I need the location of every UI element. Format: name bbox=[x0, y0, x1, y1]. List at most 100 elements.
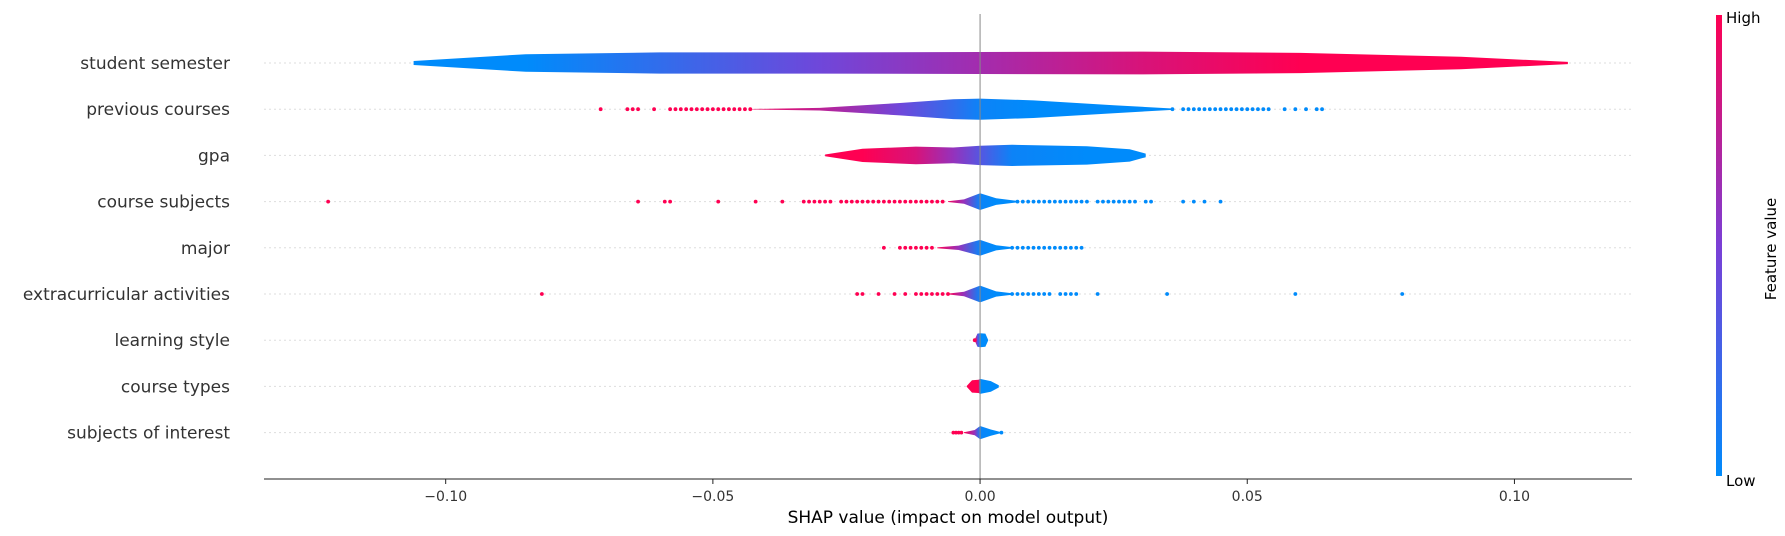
data-point bbox=[1010, 245, 1015, 250]
data-point bbox=[727, 107, 731, 112]
data-point bbox=[1074, 199, 1079, 204]
data-point bbox=[865, 199, 870, 204]
data-point bbox=[903, 292, 908, 296]
data-point bbox=[780, 199, 785, 204]
data-point bbox=[1218, 107, 1223, 112]
data-point bbox=[737, 107, 742, 112]
data-point bbox=[1101, 199, 1105, 204]
data-point bbox=[930, 199, 934, 204]
data-point bbox=[860, 199, 865, 204]
x-tick-label: −0.10 bbox=[424, 489, 467, 505]
feature-label: subjects of interest bbox=[67, 424, 230, 444]
data-point bbox=[1069, 199, 1073, 204]
data-point bbox=[1079, 199, 1084, 204]
data-point bbox=[914, 199, 918, 204]
data-point bbox=[817, 199, 822, 204]
data-point bbox=[908, 245, 913, 250]
x-tick-label: 0.05 bbox=[1232, 489, 1263, 505]
data-point bbox=[972, 338, 977, 343]
data-point bbox=[1256, 107, 1260, 112]
data-point bbox=[812, 199, 817, 204]
data-point bbox=[1240, 107, 1244, 112]
colorbar-high-label: High bbox=[1726, 9, 1760, 27]
colorbar: High Low Feature value bbox=[1716, 9, 1780, 490]
data-point bbox=[753, 199, 758, 204]
feature-label: learning style bbox=[114, 331, 230, 351]
data-point bbox=[1165, 292, 1169, 296]
x-tick-label: 0.10 bbox=[1499, 489, 1530, 505]
feature-label: course types bbox=[121, 377, 230, 397]
feature-label: previous courses bbox=[86, 100, 230, 120]
data-point bbox=[1261, 107, 1266, 112]
data-point bbox=[1058, 292, 1063, 296]
data-point bbox=[924, 245, 929, 250]
data-point bbox=[919, 245, 924, 250]
x-ticks: −0.10 −0.05 0.00 0.05 0.10 bbox=[424, 479, 1530, 505]
data-point bbox=[1181, 199, 1186, 204]
data-point bbox=[881, 245, 886, 250]
data-point bbox=[855, 292, 860, 296]
data-point bbox=[871, 199, 876, 204]
feature-row: major bbox=[181, 239, 1632, 259]
data-point bbox=[1223, 107, 1228, 112]
data-point bbox=[1213, 107, 1218, 112]
data-point bbox=[694, 107, 699, 112]
data-point bbox=[1052, 199, 1057, 204]
x-tick-label: −0.05 bbox=[691, 489, 734, 505]
data-point bbox=[1314, 107, 1319, 112]
feature-row: gpa bbox=[198, 144, 1632, 166]
data-point bbox=[748, 107, 753, 112]
data-point bbox=[1293, 107, 1298, 112]
data-point bbox=[1095, 292, 1100, 296]
data-point bbox=[887, 199, 892, 204]
data-point bbox=[903, 245, 908, 250]
data-point bbox=[1181, 107, 1186, 112]
violin-shape bbox=[964, 426, 1002, 440]
data-point bbox=[1047, 245, 1052, 250]
feature-row: subjects of interest bbox=[67, 424, 1632, 444]
data-point bbox=[823, 199, 827, 204]
data-point bbox=[930, 292, 934, 296]
feature-label: student semester bbox=[80, 54, 230, 74]
data-point bbox=[908, 199, 913, 204]
data-point bbox=[1063, 199, 1068, 204]
data-point bbox=[849, 199, 854, 204]
feature-row: course types bbox=[121, 377, 1632, 397]
colorbar-gradient bbox=[1716, 15, 1722, 476]
data-point bbox=[898, 245, 902, 250]
violin-shape bbox=[750, 98, 1173, 120]
data-point bbox=[1036, 245, 1041, 250]
data-point bbox=[1074, 292, 1079, 296]
data-point bbox=[1063, 292, 1068, 296]
data-point bbox=[1218, 199, 1223, 204]
feature-rows: student semester previous courses gpa cours… bbox=[23, 51, 1632, 444]
violin-shape bbox=[413, 51, 1568, 75]
violin-shape bbox=[966, 378, 999, 394]
data-point bbox=[919, 292, 924, 296]
violin-shape bbox=[937, 239, 1013, 256]
data-point bbox=[743, 107, 747, 112]
data-point bbox=[662, 199, 667, 204]
data-point bbox=[1047, 199, 1052, 204]
data-point bbox=[1058, 245, 1063, 250]
data-point bbox=[1400, 292, 1405, 296]
data-point bbox=[732, 107, 737, 112]
x-axis-title: SHAP value (impact on model output) bbox=[788, 508, 1109, 528]
data-point bbox=[1069, 292, 1073, 296]
data-point bbox=[956, 430, 961, 435]
data-point bbox=[1117, 199, 1121, 204]
data-point bbox=[710, 107, 715, 112]
data-point bbox=[598, 107, 603, 112]
data-point bbox=[1015, 292, 1020, 296]
feature-row: previous courses bbox=[86, 98, 1632, 120]
data-point bbox=[940, 199, 945, 204]
data-point bbox=[539, 292, 544, 296]
data-point bbox=[1020, 292, 1025, 296]
data-point bbox=[1031, 245, 1036, 250]
data-point bbox=[892, 199, 897, 204]
data-point bbox=[636, 199, 640, 204]
data-point bbox=[892, 292, 897, 296]
feature-label: major bbox=[181, 239, 230, 259]
data-point bbox=[1202, 199, 1207, 204]
data-point bbox=[1106, 199, 1111, 204]
